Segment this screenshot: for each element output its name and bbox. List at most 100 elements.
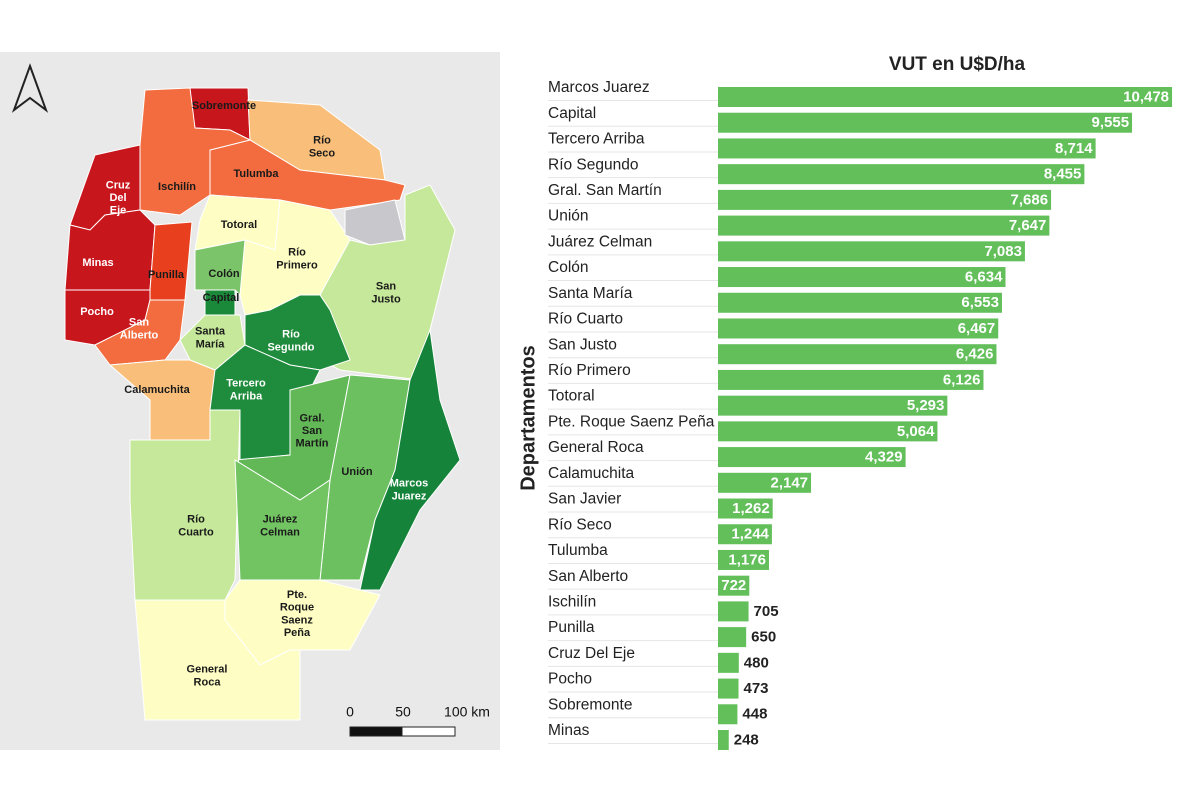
bar [718, 164, 1085, 185]
bar [718, 318, 999, 339]
map: Sobremonte Río Seco Tulumba Ischilín Cruz… [0, 52, 500, 750]
map-label: Marcos Juarez [390, 478, 429, 503]
map-label: Sobremonte [192, 100, 256, 112]
scale-label: 50 [395, 704, 411, 720]
value-label: 5,293 [907, 397, 945, 414]
value-label: 2,147 [770, 474, 808, 491]
map-label: Tulumba [233, 168, 279, 180]
bar [718, 344, 997, 365]
y-tick-label: Pte. Roque Saenz Peña [548, 413, 715, 430]
y-tick-label: Río Segundo [548, 156, 639, 173]
y-tick-label: Calamuchita [548, 465, 635, 482]
bar [718, 241, 1025, 262]
map-label: San Alberto [120, 317, 159, 342]
value-label: 650 [751, 629, 776, 646]
value-label: 6,634 [965, 269, 1003, 286]
region [134, 599, 301, 721]
y-tick-label: Tercero Arriba [548, 131, 645, 148]
scale-bar [401, 726, 456, 737]
value-label: 1,176 [728, 551, 766, 568]
region [359, 328, 461, 591]
y-tick-label: General Roca [548, 439, 644, 456]
bar [718, 549, 769, 570]
y-tick-label: Punilla [548, 619, 595, 636]
y-tick-label: Ischilín [548, 593, 596, 610]
bar [718, 627, 747, 648]
bar [718, 189, 1052, 210]
y-tick-label: Totoral [548, 388, 595, 405]
value-label: 6,126 [943, 371, 981, 388]
value-label: 1,262 [732, 500, 770, 517]
map-label: Unión [341, 466, 372, 478]
value-label: 480 [744, 654, 769, 671]
bar [718, 421, 938, 442]
value-label: 6,426 [956, 346, 994, 363]
y-tick-label: San Alberto [548, 568, 628, 585]
region [234, 459, 331, 581]
scale-bar [349, 726, 403, 737]
bar [718, 472, 812, 493]
map-label: Río Segundo [267, 329, 314, 354]
y-tick-label: San Javier [548, 491, 621, 508]
scale-label: 0 [346, 704, 354, 720]
bar [718, 678, 739, 699]
map-label: Cruz Del Eje [106, 179, 131, 216]
bar [718, 112, 1133, 133]
y-tick-label: Cruz Del Eje [548, 645, 635, 662]
bar [718, 447, 906, 468]
y-tick-label: Gral. San Martín [548, 182, 662, 199]
y-tick-label: Río Primero [548, 362, 631, 379]
bar [718, 575, 750, 596]
value-label: 448 [742, 706, 767, 723]
map-label: Punilla [148, 269, 185, 281]
y-tick-label: Santa María [548, 285, 633, 302]
region [149, 221, 193, 301]
map-label: Tercero Arriba [226, 378, 266, 403]
bar [718, 138, 1096, 159]
value-label: 248 [734, 731, 759, 748]
value-label: 6,467 [958, 320, 996, 337]
bar [718, 730, 729, 750]
bar [718, 292, 1002, 313]
y-tick-label: Unión [548, 208, 589, 225]
y-tick-label: Juárez Celman [548, 233, 652, 250]
map-label: Santa María [195, 326, 226, 351]
value-label: 10,478 [1123, 88, 1169, 105]
bar [718, 524, 772, 545]
y-tick-label: Río Seco [548, 516, 612, 533]
value-label: 7,647 [1009, 217, 1047, 234]
value-label: 7,686 [1011, 191, 1049, 208]
map-label: Colón [208, 268, 239, 280]
map-label: Totoral [221, 219, 257, 231]
chart-title: VUT en U$D/ha [889, 54, 1026, 75]
y-tick-label: Tulumba [548, 542, 608, 559]
map-label: Pocho [80, 306, 114, 318]
value-label: 8,455 [1044, 166, 1082, 183]
chart: Marcos Juarez 10,478 Capital 9,555 Tercero A… [548, 79, 1173, 750]
value-label: 6,553 [961, 294, 999, 311]
y-axis-label: Departamentos [517, 345, 539, 491]
north-arrow [11, 63, 49, 113]
y-tick-label: Colón [548, 259, 589, 276]
y-tick-label: Pocho [548, 671, 592, 688]
y-tick-label: Río Cuarto [548, 311, 623, 328]
value-label: 5,064 [897, 423, 935, 440]
map-label: Minas [82, 257, 113, 269]
map-label: Juárez Celman [260, 514, 300, 539]
map-label: Pte. Roque Saenz Peña [280, 589, 314, 639]
bar [718, 87, 1173, 107]
map-label: Río Primero [276, 247, 318, 272]
value-label: 473 [743, 680, 768, 697]
map-label: Río Cuarto [178, 514, 214, 539]
y-tick-label: San Justo [548, 336, 617, 353]
value-label: 7,083 [984, 243, 1022, 260]
bar [718, 652, 739, 673]
map-label: Gral. San Martín [296, 412, 329, 449]
bar [718, 267, 1006, 288]
y-tick-label: Marcos Juarez [548, 79, 650, 96]
map-label: Capital [203, 292, 240, 304]
map-label: San Justo [371, 281, 401, 306]
bar [718, 498, 773, 519]
bar [718, 369, 984, 390]
